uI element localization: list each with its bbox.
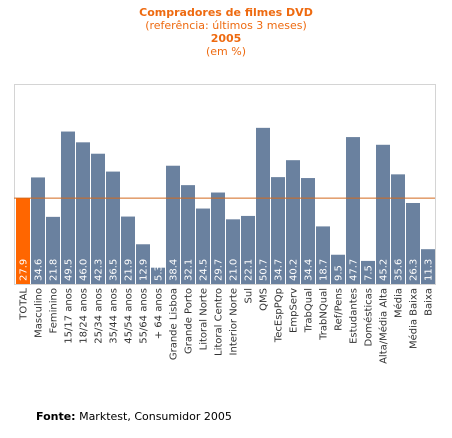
- category-label-3: 15/17 anos: [64, 288, 75, 344]
- data-label-16: 50.7: [259, 259, 270, 281]
- data-label-27: 11.3: [424, 259, 435, 281]
- bar-11: [181, 185, 195, 284]
- bar-5: [91, 153, 105, 284]
- category-label-6: 35/44 anos: [109, 288, 120, 344]
- category-label-24: Alta/Média Alta: [378, 288, 390, 364]
- category-label-2: Feminino: [49, 288, 60, 333]
- category-label-21: Ref/Pens: [334, 288, 345, 331]
- bar-16: [256, 127, 270, 285]
- bar-17: [271, 177, 285, 284]
- category-label-10: Grande Lisboa: [169, 288, 180, 360]
- bar-20: [316, 226, 330, 284]
- bar-26: [406, 202, 420, 284]
- data-label-3: 49.5: [64, 259, 75, 281]
- category-label-25: Média: [393, 288, 405, 318]
- chart-title: Compradores de filmes DVD: [139, 6, 313, 19]
- bar-9: [151, 267, 165, 284]
- category-label-0: TOTAL: [19, 288, 30, 321]
- bar-21: [331, 254, 345, 284]
- data-label-19: 34.4: [304, 259, 315, 281]
- category-label-22: Estudantes: [349, 288, 360, 344]
- chart-year: 2005: [210, 32, 242, 45]
- bar-27: [421, 249, 435, 284]
- bar-3: [61, 131, 75, 284]
- category-label-9: + 64 anos: [154, 288, 165, 339]
- source-label: Fonte:: [36, 410, 76, 423]
- category-label-15: Sul: [244, 288, 255, 303]
- data-label-10: 38.4: [169, 259, 180, 281]
- data-label-26: 26.3: [409, 259, 420, 281]
- data-label-1: 34.6: [34, 259, 45, 281]
- category-label-26: Média Baixa: [408, 288, 420, 349]
- data-label-9: 5.3: [154, 265, 165, 281]
- bar-25: [391, 174, 405, 284]
- bar-14: [226, 219, 240, 284]
- source-note: Fonte: Marktest, Consumidor 2005: [36, 410, 232, 423]
- bar-23: [361, 260, 375, 284]
- bar-10: [166, 165, 180, 284]
- bar-6: [106, 171, 120, 284]
- data-label-17: 34.7: [274, 259, 285, 281]
- chart-subtitle: (referência: últimos 3 meses): [145, 19, 307, 32]
- data-label-7: 21.9: [124, 259, 135, 281]
- bar-7: [121, 216, 135, 284]
- data-label-4: 46.0: [79, 259, 90, 281]
- data-label-21: 9.5: [334, 265, 345, 281]
- bar-4: [76, 142, 90, 284]
- data-label-15: 22.1: [244, 259, 255, 281]
- data-label-24: 45.2: [379, 259, 390, 281]
- category-label-12: Litoral Norte: [199, 288, 210, 350]
- data-label-2: 21.8: [49, 259, 60, 281]
- category-label-14: Interior Norte: [229, 288, 240, 355]
- data-label-6: 36.5: [109, 259, 120, 281]
- data-label-5: 42.3: [94, 259, 105, 281]
- data-label-23: 7.5: [364, 265, 375, 281]
- data-label-11: 32.1: [184, 259, 195, 281]
- bar-8: [136, 244, 150, 284]
- category-label-1: Masculino: [34, 288, 45, 338]
- chart-titles: Compradores de filmes DVD (referência: ú…: [0, 6, 452, 58]
- data-label-20: 18.7: [319, 259, 330, 281]
- category-label-13: Litoral Centro: [214, 288, 225, 356]
- category-label-27: Baixa: [424, 288, 435, 316]
- bar-2: [46, 216, 60, 284]
- data-label-13: 29.7: [214, 259, 225, 281]
- data-label-14: 21.0: [229, 259, 240, 281]
- data-label-18: 40.2: [289, 259, 300, 281]
- data-label-25: 35.6: [394, 259, 405, 281]
- bar-15: [241, 215, 255, 284]
- bar-0: [16, 198, 30, 284]
- category-label-8: 55/64 anos: [139, 288, 150, 344]
- category-label-5: 25/34 anos: [94, 288, 105, 344]
- category-label-11: Grande Porto: [184, 288, 195, 354]
- bar-22: [346, 137, 360, 284]
- plot-frame: [14, 84, 436, 285]
- bar-24: [376, 144, 390, 284]
- category-label-18: EmpServ: [289, 288, 300, 333]
- category-label-17: TecEspPQp: [274, 288, 285, 343]
- bar-19: [301, 178, 315, 284]
- category-label-7: 45/54 anos: [124, 288, 135, 344]
- bar-1: [31, 177, 45, 284]
- source-text: Marktest, Consumidor 2005: [79, 410, 232, 423]
- bar-12: [196, 208, 210, 284]
- category-label-4: 18/24 anos: [79, 288, 90, 344]
- category-label-23: Domésticas: [363, 288, 375, 346]
- data-label-0: 27.9: [19, 259, 30, 281]
- bar-chart: 27.9 34.6 21.8 49.5 46.0 42.3 36.5 21.9 12.9 5.3 3…: [14, 84, 436, 364]
- category-label-20: TrabNQual: [319, 288, 330, 341]
- data-label-12: 24.5: [199, 259, 210, 281]
- chart-unit: (em %): [205, 45, 246, 58]
- data-label-8: 12.9: [139, 259, 150, 281]
- bar-18: [286, 160, 300, 284]
- bar-13: [211, 192, 225, 284]
- category-label-19: TrabQual: [304, 288, 315, 333]
- category-label-16: QMS: [259, 288, 270, 311]
- data-label-22: 47.7: [349, 259, 360, 281]
